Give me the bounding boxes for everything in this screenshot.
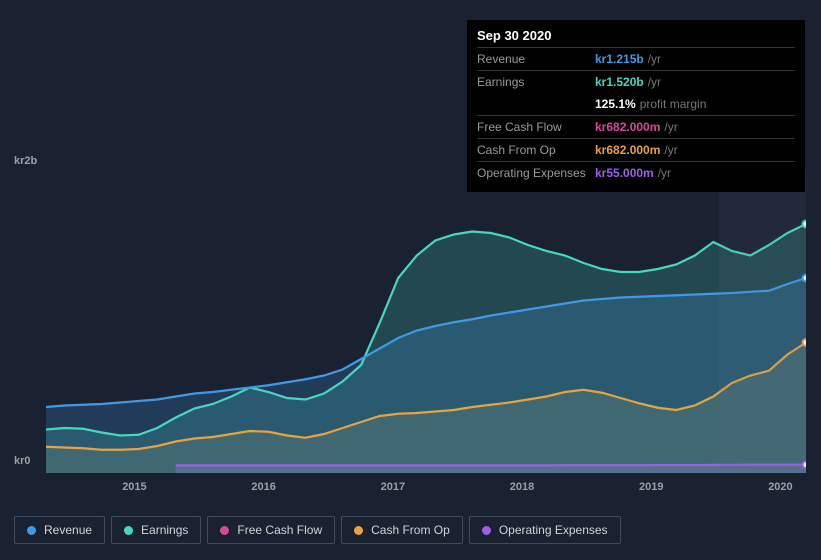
tooltip-row: Revenuekr1.215b/yr [477,47,795,70]
tooltip-value: kr55.000m [595,164,654,182]
legend-dot-icon [124,526,133,535]
tooltip-label: Free Cash Flow [477,118,595,136]
x-tick: 2019 [639,481,663,493]
legend-dot-icon [482,526,491,535]
tooltip-row: 125.1%profit margin [477,93,795,115]
legend-label: Operating Expenses [499,523,608,537]
tooltip-row: Earningskr1.520b/yr [477,70,795,93]
tooltip-value: 125.1% [595,95,636,113]
tooltip-row: Free Cash Flowkr682.000m/yr [477,115,795,138]
financials-chart: kr2b kr0 2015 2016 2017 2018 2019 2020 [14,155,806,495]
tooltip-label: Earnings [477,73,595,91]
y-axis-min: kr0 [14,455,31,467]
area-chart-svg [46,173,806,473]
legend-label: Revenue [44,523,92,537]
legend-item-cash_from_op[interactable]: Cash From Op [341,516,463,544]
legend-dot-icon [27,526,36,535]
tooltip-date: Sep 30 2020 [477,28,795,47]
legend-label: Cash From Op [371,523,450,537]
tooltip-value: kr682.000m [595,118,660,136]
x-tick: 2016 [251,481,275,493]
legend-item-operating_expenses[interactable]: Operating Expenses [469,516,621,544]
legend-label: Earnings [141,523,188,537]
tooltip-unit: /yr [658,164,671,182]
tooltip-label: Operating Expenses [477,164,595,182]
tooltip-rows: Revenuekr1.215b/yrEarningskr1.520b/yr125… [477,47,795,184]
x-tick: 2018 [510,481,534,493]
legend-item-earnings[interactable]: Earnings [111,516,201,544]
x-tick: 2020 [768,481,792,493]
tooltip-label [477,95,595,113]
tooltip-value: kr1.520b [595,73,644,91]
summary-tooltip: Sep 30 2020 Revenuekr1.215b/yrEarningskr… [467,20,805,192]
tooltip-unit: profit margin [640,95,707,113]
y-axis-max: kr2b [14,155,37,167]
operating_expenses-line [176,465,806,466]
legend-label: Free Cash Flow [237,523,322,537]
legend-dot-icon [220,526,229,535]
tooltip-row: Cash From Opkr682.000m/yr [477,138,795,161]
legend-item-revenue[interactable]: Revenue [14,516,105,544]
tooltip-label: Revenue [477,50,595,68]
tooltip-unit: /yr [664,141,677,159]
tooltip-label: Cash From Op [477,141,595,159]
x-tick: 2015 [122,481,146,493]
tooltip-unit: /yr [664,118,677,136]
tooltip-unit: /yr [648,50,661,68]
legend: Revenue Earnings Free Cash Flow Cash From O… [14,516,621,544]
tooltip-value: kr1.215b [595,50,644,68]
legend-dot-icon [354,526,363,535]
plot-area[interactable] [46,173,806,473]
tooltip-value: kr682.000m [595,141,660,159]
x-tick: 2017 [381,481,405,493]
tooltip-unit: /yr [648,73,661,91]
tooltip-row: Operating Expenseskr55.000m/yr [477,161,795,184]
forecast-band [719,173,806,473]
legend-item-free_cash_flow[interactable]: Free Cash Flow [207,516,335,544]
